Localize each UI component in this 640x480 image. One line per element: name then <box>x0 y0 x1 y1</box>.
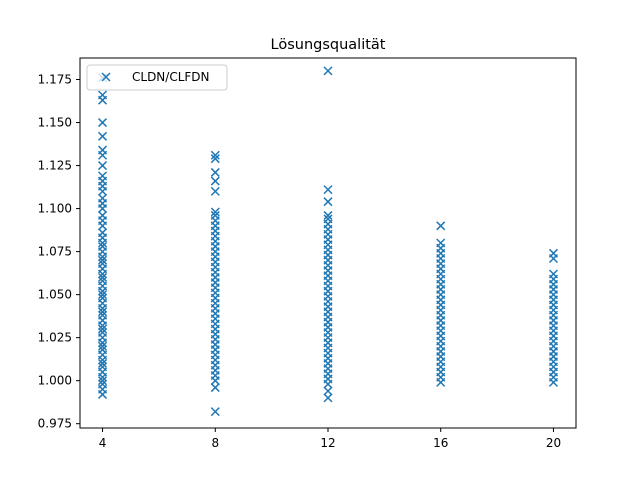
data-point <box>323 214 333 224</box>
legend-label: CLDN/CLFDN <box>132 70 210 84</box>
data-point <box>323 197 333 207</box>
chart-title: Lösungsqualität <box>271 37 386 53</box>
data-point <box>210 154 220 164</box>
data-point <box>98 362 108 372</box>
data-point <box>98 290 108 300</box>
y-tick-label: 1.100 <box>38 202 72 216</box>
y-tick-label: 1.025 <box>38 331 72 345</box>
data-point <box>98 210 108 220</box>
y-tick-label: 1.075 <box>38 245 72 259</box>
axes-frame <box>79 57 577 429</box>
data-point <box>98 193 108 203</box>
data-point <box>210 167 220 177</box>
data-point <box>548 269 558 279</box>
y-tick-label: 1.150 <box>38 116 72 130</box>
data-point <box>98 161 108 171</box>
data-point <box>98 379 108 389</box>
data-point <box>210 207 220 217</box>
data-point <box>98 293 108 303</box>
data-point <box>436 221 446 231</box>
legend-marker <box>101 72 111 82</box>
data-point <box>323 386 333 396</box>
y-tick-label: 1.000 <box>38 374 72 388</box>
data-point <box>323 210 333 220</box>
data-point <box>98 90 108 100</box>
data-point <box>210 407 220 417</box>
data-point <box>210 383 220 393</box>
data-point <box>98 345 108 355</box>
data-point <box>98 310 108 320</box>
data-point <box>98 241 108 251</box>
x-tick-label: 8 <box>211 436 219 450</box>
x-tick-label: 20 <box>546 436 561 450</box>
data-point <box>436 238 446 248</box>
legend: CLDN/CLFDN <box>86 64 228 91</box>
y-axis-ticks: 0.975 1.000 1.025 1.050 1.075 1.100 1.125 1.150… <box>38 73 80 431</box>
data-point <box>98 259 108 269</box>
data-point <box>323 393 333 403</box>
data-point <box>98 228 108 238</box>
legend-marker-x <box>101 72 111 82</box>
data-point <box>98 255 108 265</box>
y-tick-label: 1.050 <box>38 288 72 302</box>
data-point <box>98 272 108 282</box>
legend-box <box>86 64 228 91</box>
data-point <box>98 358 108 368</box>
data-point <box>98 324 108 334</box>
data-point <box>323 66 333 76</box>
data-point <box>210 210 220 220</box>
y-tick-label: 0.975 <box>38 417 72 431</box>
data-point <box>98 327 108 338</box>
data-point <box>210 150 220 160</box>
y-tick-label: 1.125 <box>38 159 72 173</box>
x-tick-label: 16 <box>433 436 448 450</box>
data-point <box>98 376 108 386</box>
data-point <box>210 176 220 186</box>
data-point <box>98 131 108 141</box>
scatter-points <box>98 66 558 417</box>
data-point <box>98 341 108 351</box>
data-point <box>98 171 108 181</box>
data-point <box>98 276 108 286</box>
data-point <box>323 185 333 195</box>
data-point <box>98 145 108 155</box>
x-tick-label: 12 <box>320 436 335 450</box>
x-tick-label: 4 <box>99 436 107 450</box>
data-point <box>210 186 220 196</box>
data-point <box>548 248 558 258</box>
data-point <box>98 118 108 128</box>
data-point <box>98 307 108 317</box>
x-axis-ticks: 4 8 12 16 20 <box>99 428 561 450</box>
y-tick-label: 1.175 <box>38 73 72 87</box>
